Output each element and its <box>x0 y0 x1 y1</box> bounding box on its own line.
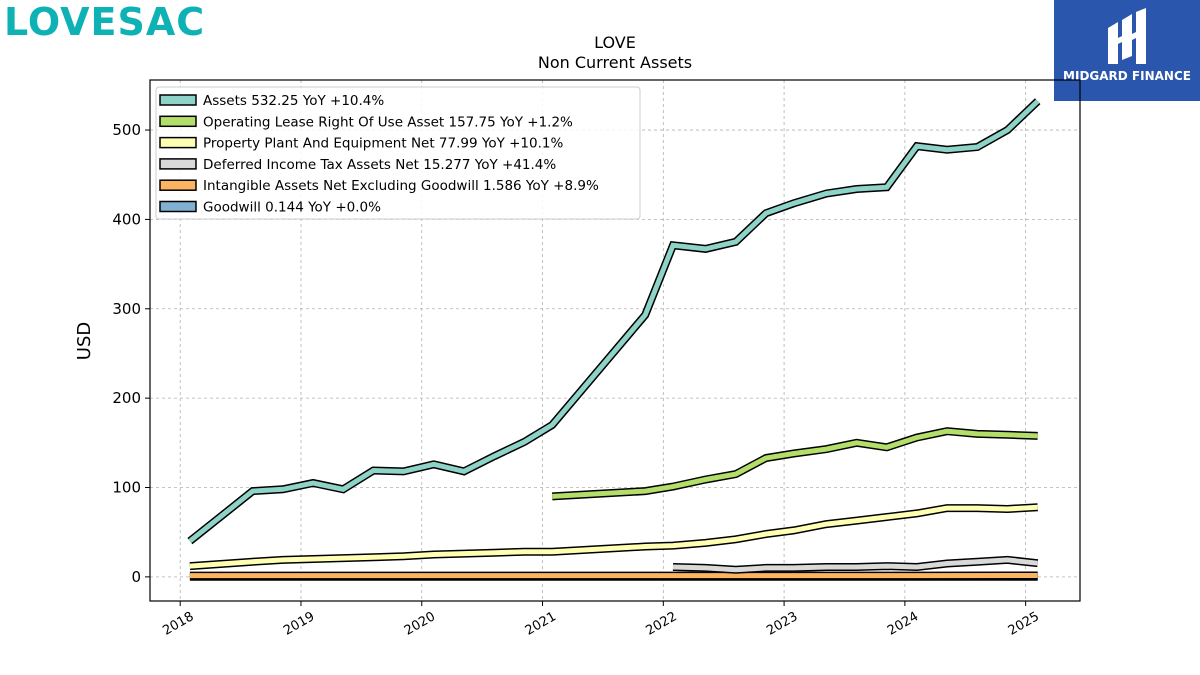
x-tick-label: 2022 <box>643 609 679 639</box>
badge-label: MIDGARD FINANCE <box>1063 69 1191 83</box>
y-tick-label: 0 <box>131 568 141 586</box>
x-tick-label: 2021 <box>523 609 559 639</box>
legend-label-property-plant-and-equipment-net: Property Plant And Equipment Net 77.99 Y… <box>203 136 563 152</box>
x-tick-label: 2024 <box>885 609 921 639</box>
legend-label-operating-lease-right-of-use-asset: Operating Lease Right Of Use Asset 157.7… <box>203 114 573 130</box>
plot-frame <box>149 79 1081 602</box>
legend-swatch-goodwill <box>159 200 197 213</box>
series-outline-operating-lease-right-of-use-asset <box>551 427 1038 501</box>
series-line-property-plant-and-equipment-net <box>189 504 1038 569</box>
midgard-finance-badge: MIDGARD FINANCE <box>1054 0 1200 101</box>
legend-swatch-deferred-income-tax-assets-net <box>159 158 197 170</box>
x-tick-label: 2020 <box>402 609 438 639</box>
y-tick-label: 300 <box>112 300 141 318</box>
y-tick-label: 400 <box>112 210 141 228</box>
legend-swatch-property-plant-and-equipment-net <box>159 136 197 149</box>
lovesac-logo: LOVESAC <box>4 0 206 44</box>
series-line-assets <box>188 99 1040 544</box>
series-line-operating-lease-right-of-use-asset <box>552 428 1038 499</box>
legend-label-assets: Assets 532.25 YoY +10.4% <box>203 93 384 109</box>
x-tick-label: 2018 <box>160 609 196 639</box>
chart-title: LOVE <box>594 33 636 52</box>
y-tick-label: 200 <box>112 389 141 407</box>
y-axis-label: USD <box>74 322 95 360</box>
legend-swatch-intangible-assets-net-excluding-goodwill <box>159 179 197 191</box>
legend-label-intangible-assets-net-excluding-goodwill: Intangible Assets Net Excluding Goodwill… <box>203 178 599 194</box>
legend-label-goodwill: Goodwill 0.144 YoY +0.0% <box>203 200 381 216</box>
legend-label-deferred-income-tax-assets-net: Deferred Income Tax Assets Net 15.277 Yo… <box>203 157 556 173</box>
y-tick-label: 100 <box>112 479 141 497</box>
y-tick-label: 500 <box>112 121 141 139</box>
legend-box <box>155 86 641 220</box>
legend-swatch-assets <box>159 94 197 106</box>
x-tick-label: 2023 <box>764 609 800 639</box>
series-line-deferred-income-tax-assets-net <box>672 557 1038 573</box>
midgard-logo-icon <box>1108 8 1146 64</box>
x-tick-label: 2025 <box>1006 609 1042 639</box>
legend-swatch-operating-lease-right-of-use-asset <box>159 115 197 128</box>
x-tick-label: 2019 <box>281 609 317 639</box>
chart-subtitle: Non Current Assets <box>537 53 693 72</box>
